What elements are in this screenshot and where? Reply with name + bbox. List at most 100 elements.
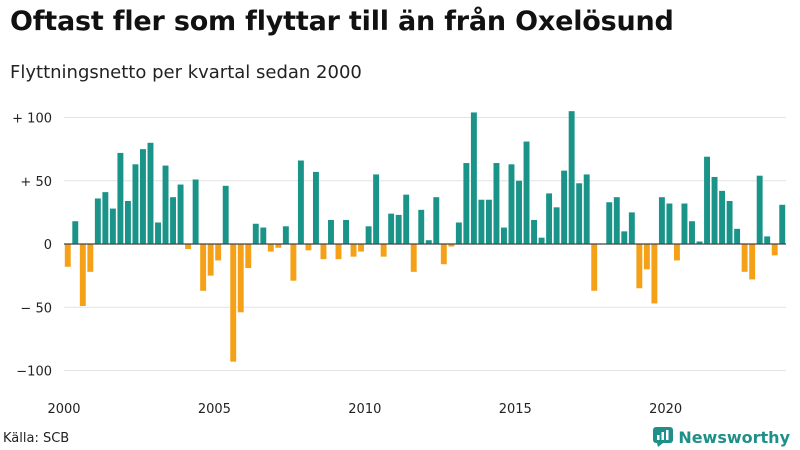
bar [297,160,304,244]
bar [155,222,161,244]
chart-title: Oftast fler som flyttar till än från Oxe… [10,6,674,37]
bar [689,221,695,244]
bar [636,244,643,289]
bar [463,163,470,244]
gridlines [64,117,786,371]
bar [124,200,131,244]
y-tick-label: + 50 [20,175,52,190]
bar [102,192,109,244]
bar [621,231,628,244]
bar [282,226,289,244]
bar [576,183,583,244]
bar [613,197,620,244]
x-tick-label: 2015 [499,402,532,417]
y-tick-label: 0 [44,238,52,253]
bar [245,244,252,269]
bar [531,219,538,244]
bar [681,203,688,244]
bar [140,149,146,244]
bar [117,152,124,244]
bar [185,244,192,250]
bar [72,221,79,244]
bar [94,198,101,244]
bar [643,244,650,270]
bar [320,244,327,260]
bar [230,244,237,362]
bar [470,112,477,244]
bar [704,156,710,244]
bar [538,237,545,244]
bar [64,244,71,267]
bar [651,244,658,304]
bar [666,203,673,244]
bar [170,197,177,244]
brand-logo[interactable]: Newsworthy [653,427,790,447]
bar [403,194,410,244]
y-tick-label: −100 [16,365,52,380]
bar [147,142,154,244]
bar [222,185,229,244]
bar [440,244,447,265]
bar [132,164,139,244]
bar [365,226,372,244]
bar [568,111,575,244]
bar [726,200,733,244]
chart-subtitle: Flyttningsnetto per kvartal sedan 2000 [10,62,362,83]
bar [328,219,334,244]
bar [207,244,214,276]
x-tick-label: 2000 [47,402,80,417]
bar [711,176,718,244]
bar [305,244,312,251]
bar [87,244,94,272]
bar [628,212,635,244]
bar [358,244,365,252]
bar [410,244,417,272]
bar [350,244,357,257]
bar [177,184,184,244]
x-tick-label: 2010 [348,402,381,417]
bar [591,244,598,291]
bar [290,244,297,281]
x-axis-ticks: 2000 2005 2010 2015 2020 [47,402,682,417]
x-tick-label: 2005 [198,402,231,417]
bar [696,241,703,244]
bar [433,197,440,244]
bar [395,214,402,244]
bar [275,244,282,248]
y-tick-label: − 50 [20,301,52,316]
bars [64,111,786,362]
source-note: Källa: SCB [3,431,70,446]
bar [734,228,741,244]
bar [425,240,432,244]
bar [478,199,485,244]
bar [373,174,380,244]
bar [455,222,462,244]
bar [516,180,522,244]
bar [380,244,387,257]
bar [764,236,771,244]
bar [418,209,425,244]
bar [448,244,455,247]
bar [237,244,244,313]
bar [267,244,274,252]
newsworthy-logo-icon [653,427,674,447]
bar [493,163,500,244]
bar [561,170,568,244]
bar [523,141,530,244]
bar [252,223,259,244]
bar [719,190,726,244]
y-axis-ticks: + 100 + 50 0 − 50 −100 [12,112,52,380]
bar [583,174,590,244]
bar [485,199,492,244]
bar [508,164,515,244]
bar [162,165,169,244]
bar [79,244,86,306]
bar [501,227,507,244]
brand-name: Newsworthy [678,427,790,447]
bar [741,244,748,272]
bar [779,204,786,244]
bar [192,179,199,244]
bar [109,208,116,244]
bar [200,244,207,291]
